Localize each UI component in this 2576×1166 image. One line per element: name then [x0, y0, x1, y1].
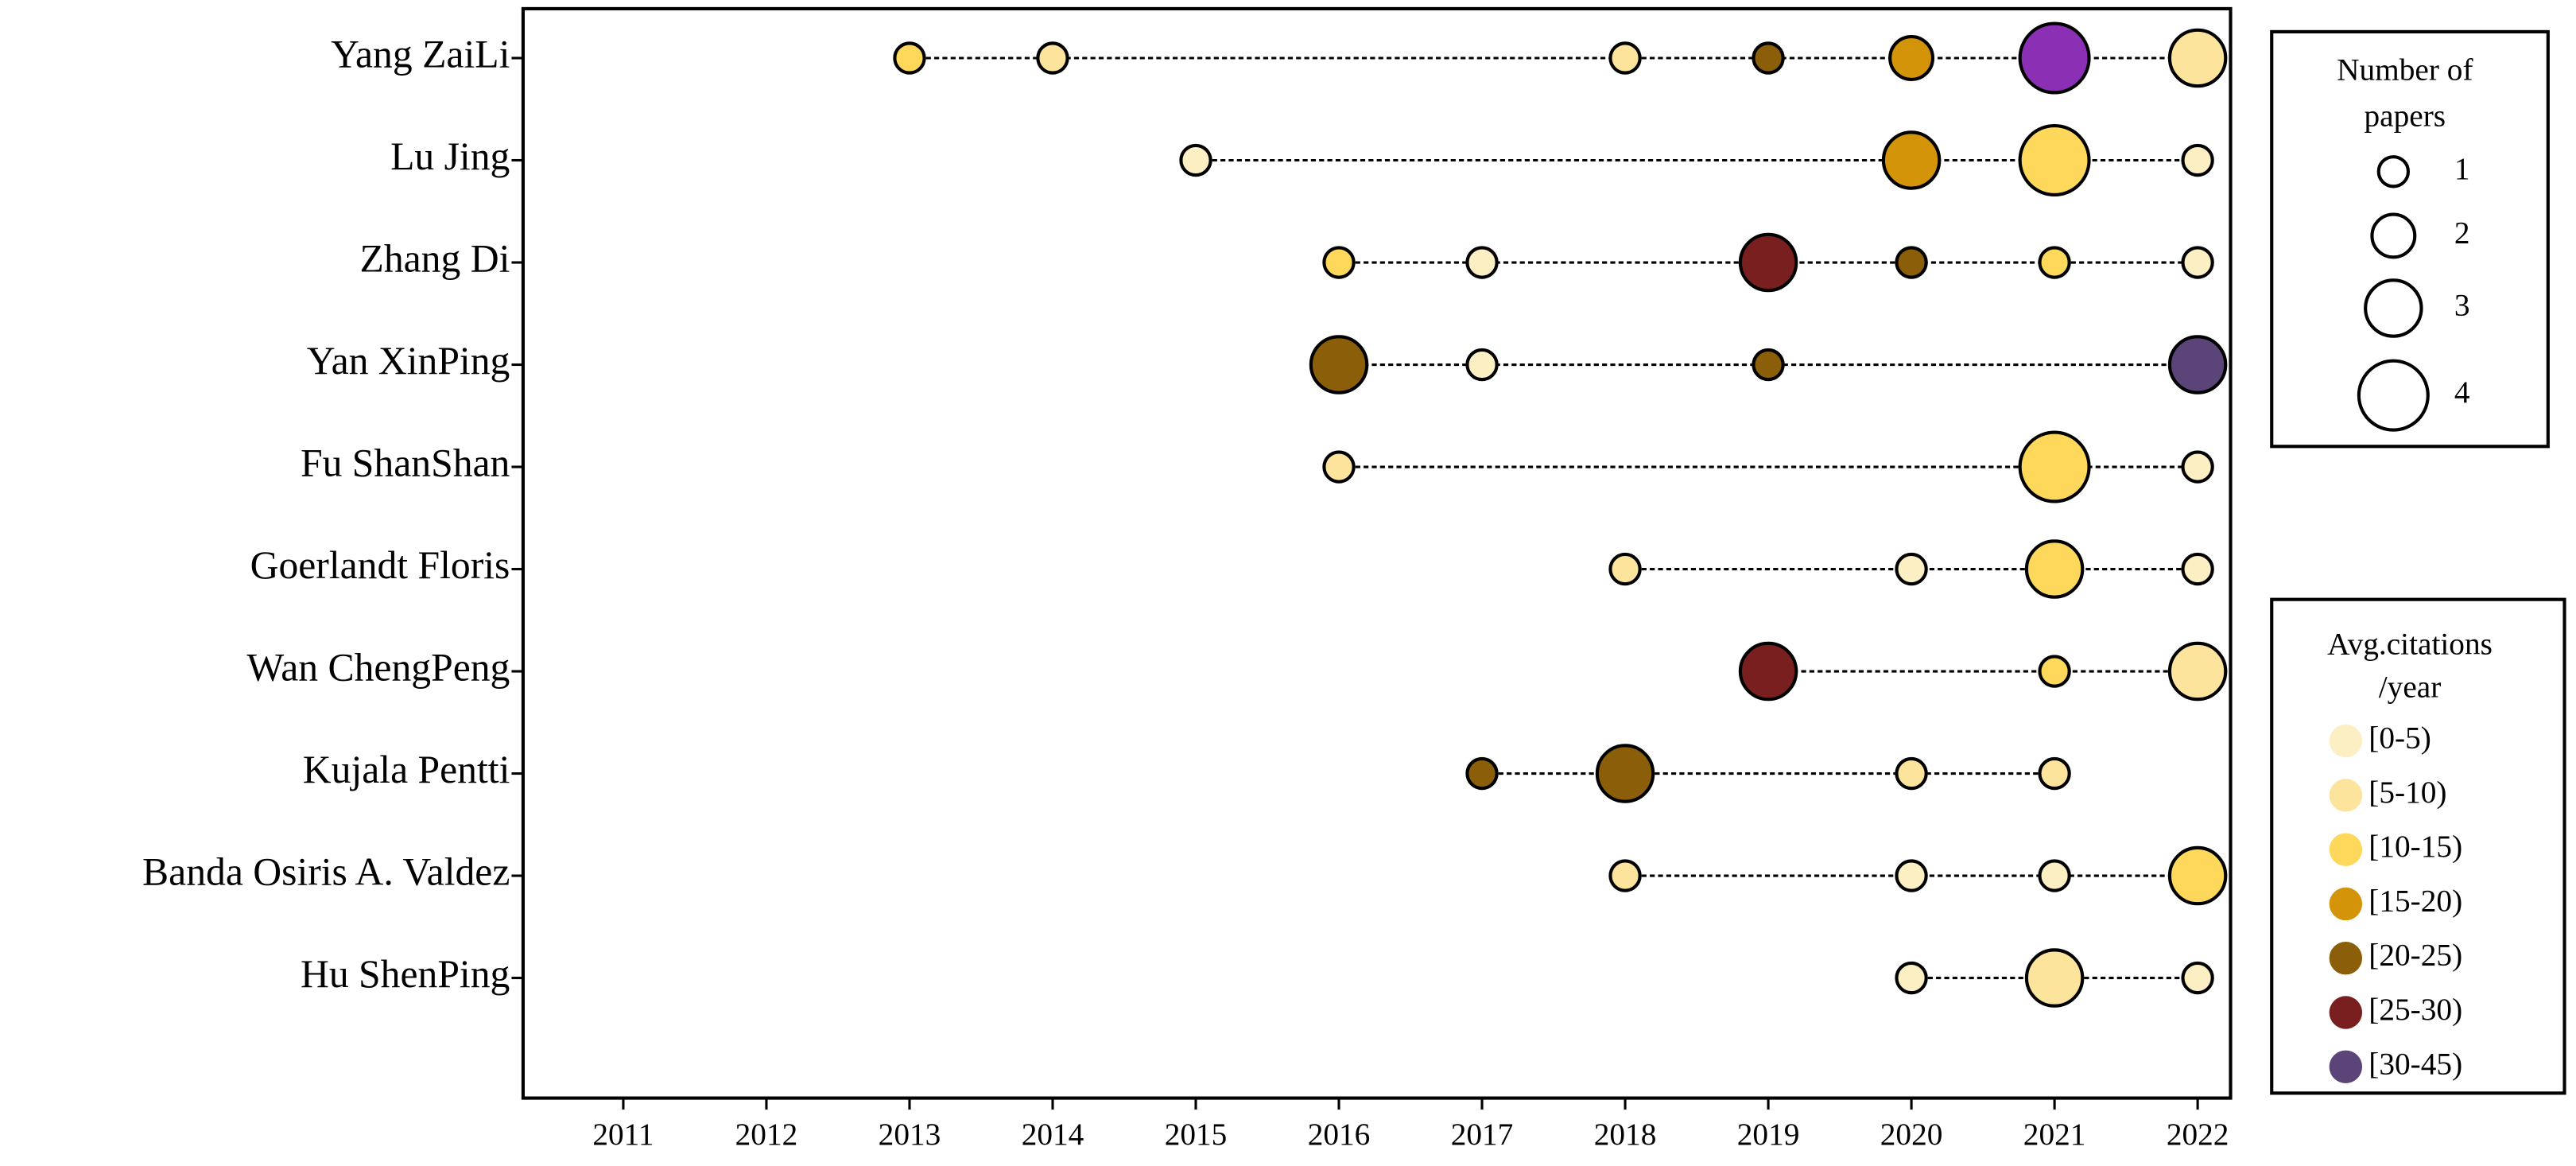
bubble [2181, 961, 2214, 995]
size-legend-swatch [2376, 155, 2411, 189]
bubble [2181, 552, 2214, 586]
bubble [1595, 744, 1655, 803]
color-legend-label: [0-5) [2368, 721, 2431, 756]
color-legend-swatch [2329, 996, 2363, 1029]
bubble [1036, 41, 1069, 75]
x-tick-label: 2015 [1165, 1117, 1228, 1152]
color-legend-title: /year [2379, 669, 2442, 704]
bubble [1895, 756, 1928, 791]
size-legend-title: Number of [2337, 52, 2473, 87]
color-legend-label: [25-30) [2368, 992, 2462, 1027]
bubble [2018, 123, 2091, 197]
bubble [1608, 552, 1642, 586]
color-legend-swatch [2329, 833, 2363, 866]
x-tick-label: 2019 [1737, 1117, 1800, 1152]
size-legend-swatch [2364, 278, 2423, 338]
color-legend-swatch [2329, 724, 2363, 758]
bubble [2181, 450, 2214, 484]
bubble [1752, 41, 1785, 75]
bubble [1895, 246, 1928, 279]
bubble [893, 41, 926, 75]
color-legend-swatch [2329, 887, 2363, 921]
bubble [1465, 348, 1499, 382]
y-tick-label: Zhang Di [360, 236, 510, 280]
bubble [2018, 21, 2091, 95]
bubble [1738, 232, 1798, 293]
bubble [2024, 539, 2085, 599]
bubble [1465, 246, 1499, 279]
x-tick-label: 2011 [592, 1117, 654, 1152]
color-legend-title: Avg.citations [2327, 627, 2493, 662]
y-tick-label: Hu ShenPing [301, 952, 510, 996]
color-legend-swatch [2329, 942, 2363, 975]
x-tick-label: 2017 [1451, 1117, 1514, 1152]
bubble [2038, 756, 2071, 791]
bubble [2167, 845, 2228, 906]
size-legend-label: 4 [2454, 375, 2470, 410]
plot-frame [521, 6, 2233, 1100]
bubble [2181, 143, 2214, 177]
color-legend-label: [20-25) [2368, 938, 2462, 973]
x-tick-label: 2022 [2167, 1117, 2229, 1152]
x-tick-label: 2020 [1880, 1117, 1943, 1152]
size-legend-label: 2 [2454, 215, 2470, 250]
x-tick-label: 2012 [735, 1117, 798, 1152]
bubble [1738, 641, 1798, 702]
y-tick-label: Lu Jing [390, 134, 510, 178]
color-legend-label: [10-15) [2368, 829, 2462, 864]
color-legend-swatch [2329, 1050, 2363, 1083]
y-tick-label: Wan ChengPeng [246, 645, 510, 689]
size-legend-label: 3 [2454, 287, 2470, 322]
color-legend-swatch [2329, 779, 2363, 812]
y-tick-label: Fu ShanShan [301, 441, 510, 484]
y-tick-label: Kujala Pentti [303, 748, 510, 791]
color-legend-label: [15-20) [2368, 883, 2462, 918]
bubble [1881, 130, 1942, 190]
bubble [1895, 859, 1928, 892]
bubble [1752, 348, 1785, 382]
bubble [2167, 335, 2228, 394]
bubble [2038, 655, 2071, 688]
size-legend-title: papers [2365, 99, 2446, 134]
bubble [1322, 450, 1356, 484]
y-tick-label: Goerlandt Floris [250, 543, 510, 587]
x-tick-label: 2018 [1594, 1117, 1657, 1152]
x-tick-label: 2014 [1022, 1117, 1084, 1152]
color-legend-box [2270, 597, 2566, 1095]
bubble [2018, 430, 2091, 503]
size-legend-swatch [2370, 212, 2417, 259]
color-legend-label: [30-45) [2368, 1046, 2462, 1081]
color-legend-label: [5-10) [2368, 775, 2446, 810]
x-tick-label: 2013 [879, 1117, 941, 1152]
size-legend-swatch [2357, 359, 2430, 432]
size-legend-label: 1 [2454, 151, 2470, 186]
bubble [2038, 246, 2071, 279]
bubble [2167, 641, 2228, 702]
y-tick-label: Banda Osiris A. Valdez [142, 849, 510, 893]
bubble [2038, 859, 2071, 892]
bubble [2181, 246, 2214, 279]
bubble [1608, 41, 1642, 75]
bubble [1322, 246, 1356, 279]
bubble [1888, 35, 1935, 81]
bubble [2024, 948, 2085, 1008]
bubble [1895, 961, 1928, 995]
y-tick-label: Yan XinPing [307, 339, 510, 383]
bubble [2167, 28, 2228, 88]
bubble [1465, 756, 1499, 791]
bubble [1895, 552, 1928, 586]
y-tick-label: Yang ZaiLi [331, 32, 510, 76]
bubble [1179, 143, 1212, 177]
x-tick-label: 2016 [1308, 1117, 1371, 1152]
bubble [1608, 859, 1642, 892]
bubble [1309, 335, 1369, 394]
x-tick-label: 2021 [2023, 1117, 2086, 1152]
size-legend-box [2270, 29, 2550, 449]
